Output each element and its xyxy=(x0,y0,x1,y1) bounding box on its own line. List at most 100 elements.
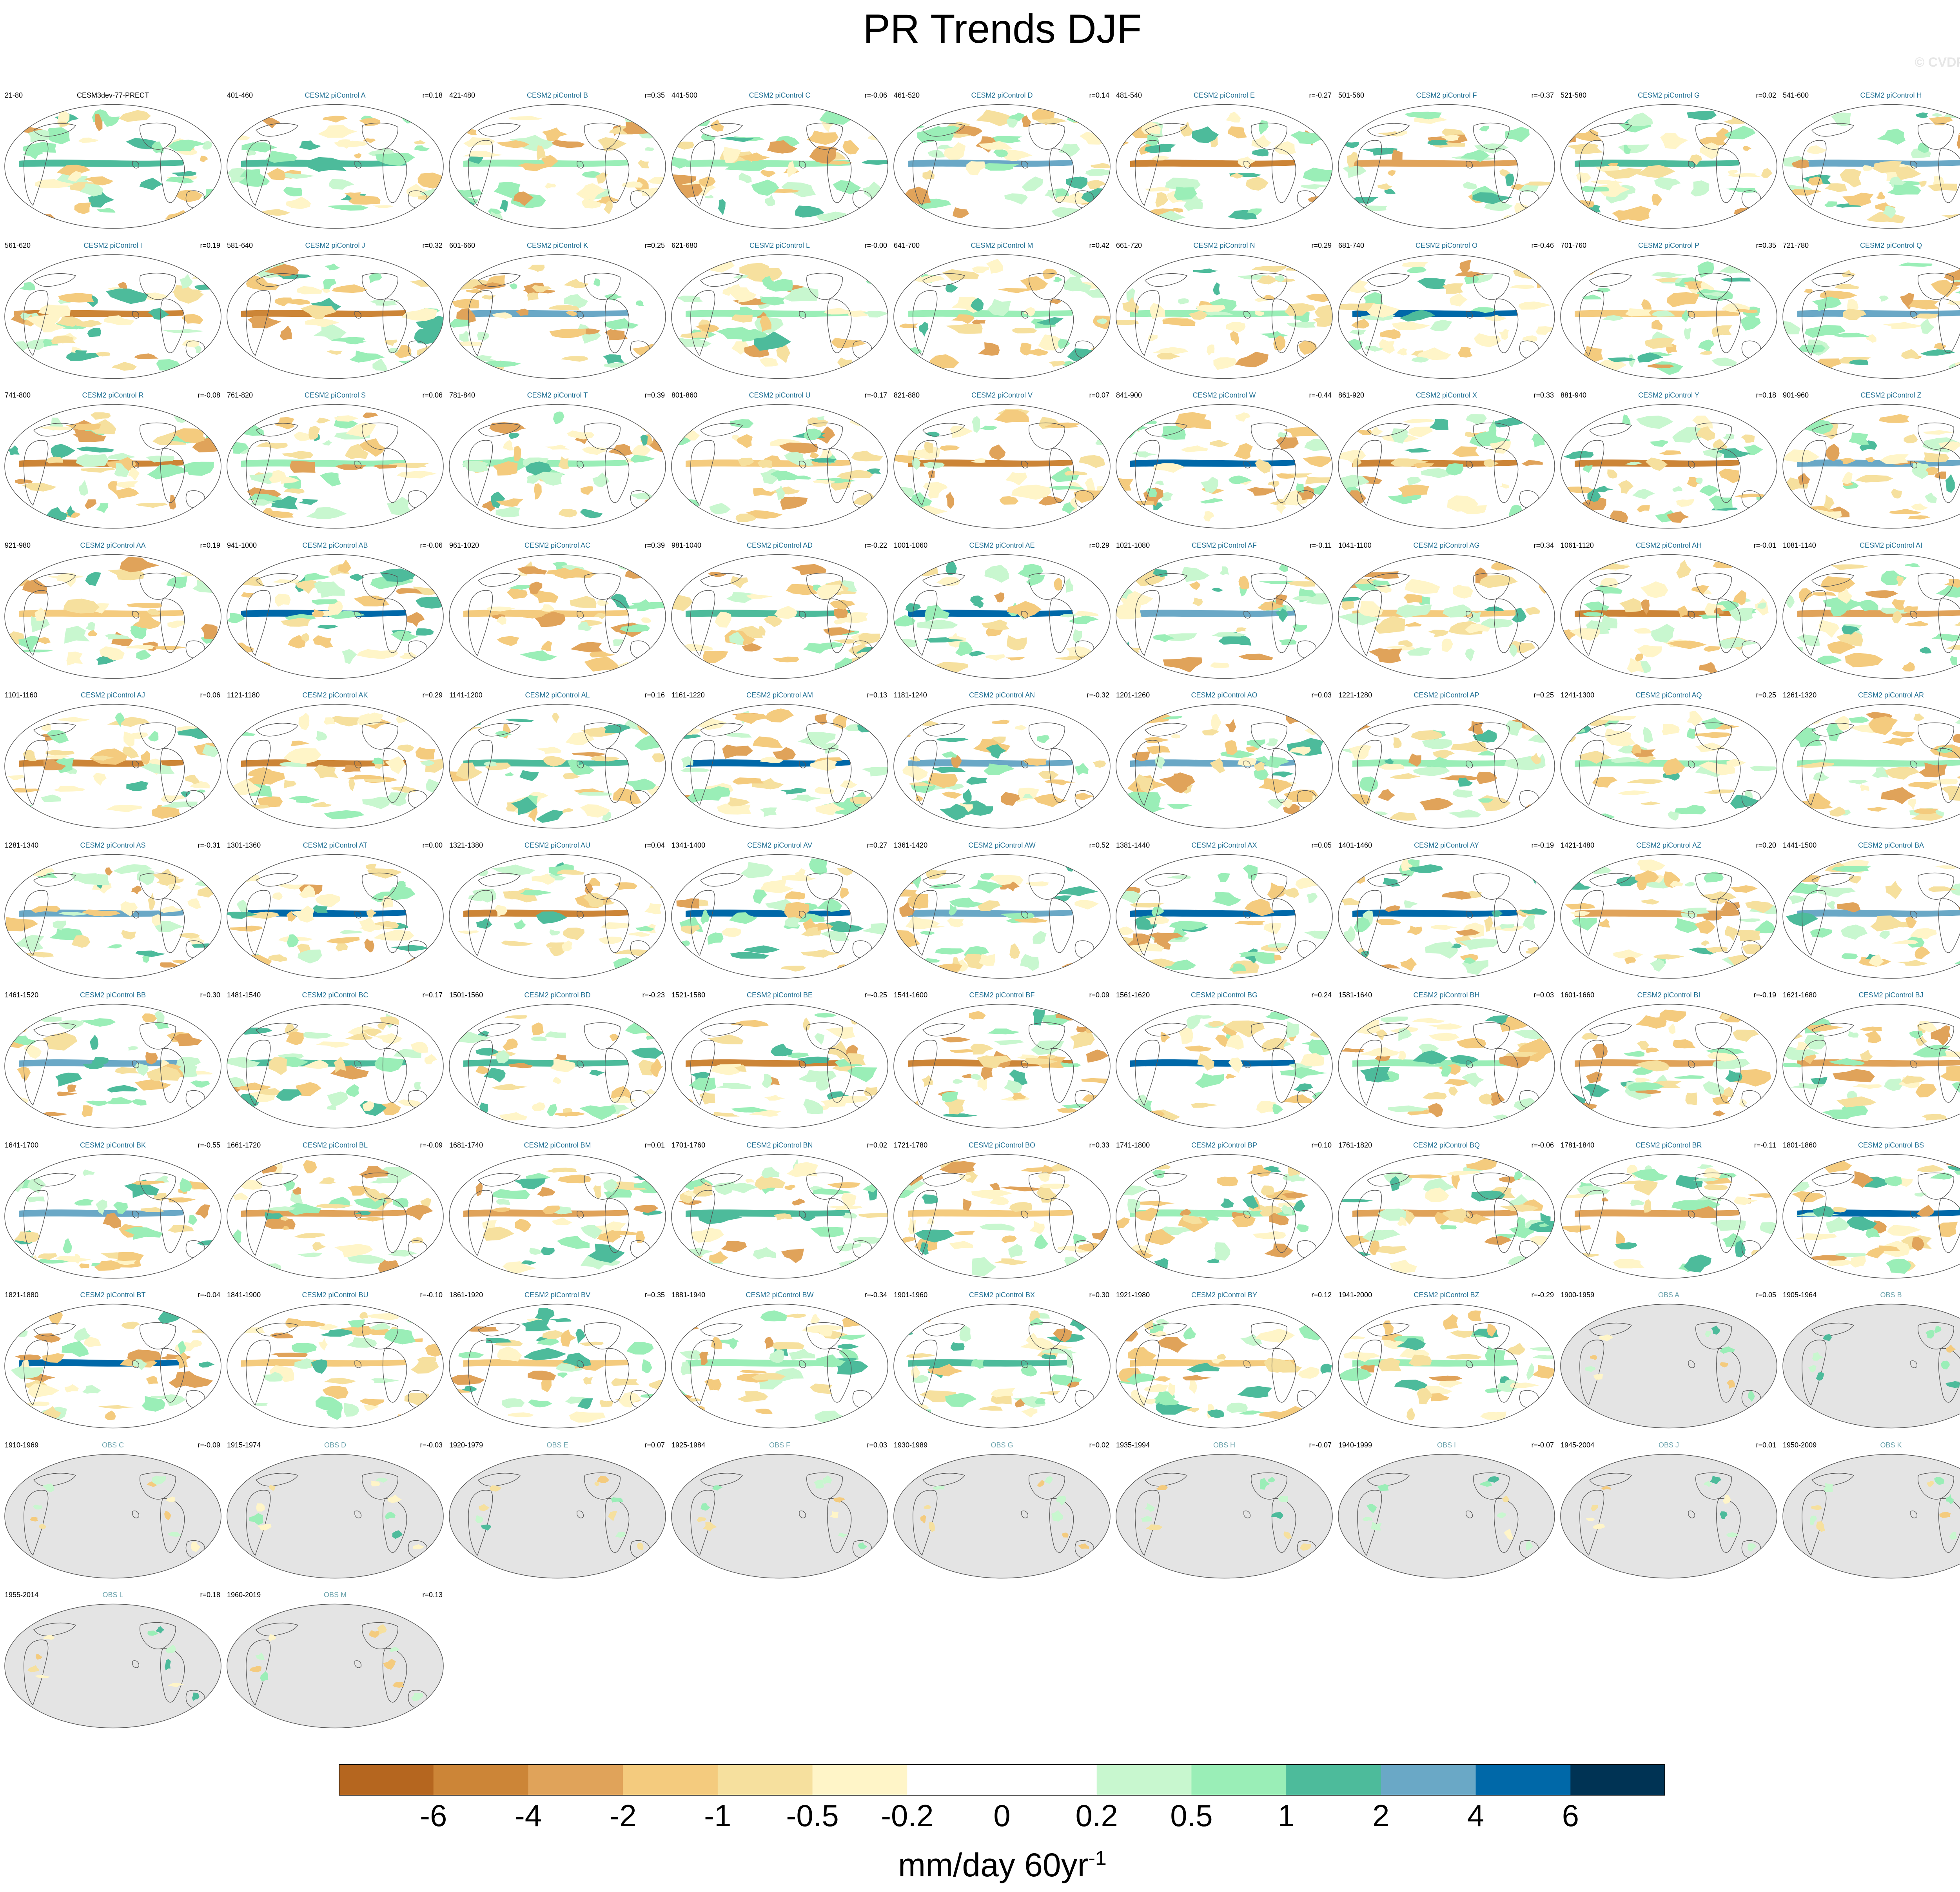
trend-patch xyxy=(362,1028,382,1037)
trend-patch xyxy=(1572,917,1597,931)
coastline xyxy=(806,1172,843,1200)
coastline xyxy=(1135,890,1160,956)
trend-patch xyxy=(259,513,294,518)
trend-patch xyxy=(504,1015,527,1019)
trend-patch xyxy=(76,320,102,327)
coastline xyxy=(1049,1198,1074,1253)
trend-patch xyxy=(641,708,666,725)
coastline xyxy=(1466,461,1473,468)
trend-patch xyxy=(43,1634,55,1640)
trend-patch xyxy=(619,1392,641,1408)
panel-years: 641-700 xyxy=(894,241,920,249)
trend-patch xyxy=(855,659,884,669)
trend-patch xyxy=(1624,1051,1645,1057)
panel-years: 1321-1380 xyxy=(449,841,483,849)
trend-patch xyxy=(280,325,292,340)
trend-patch xyxy=(1022,1058,1058,1065)
trend-patch xyxy=(1457,1037,1486,1049)
trend-patch xyxy=(1918,143,1929,153)
trend-patch xyxy=(1369,1240,1380,1255)
trend-patch xyxy=(1832,866,1871,872)
trend-patch xyxy=(483,1226,514,1241)
trend-patch xyxy=(271,496,298,510)
trend-patch xyxy=(497,636,520,646)
coastline xyxy=(806,1472,843,1500)
trend-patch xyxy=(1719,468,1740,483)
trend-patch xyxy=(626,1342,654,1355)
trend-patch xyxy=(302,1031,332,1039)
equatorial-band xyxy=(686,309,850,317)
coastline xyxy=(1910,1510,1917,1518)
trend-patch xyxy=(1953,621,1960,627)
trend-patch xyxy=(604,724,631,733)
trend-patch xyxy=(1490,417,1526,428)
trend-patch xyxy=(1748,1391,1755,1402)
trend-patch xyxy=(858,632,880,645)
map-svg xyxy=(893,404,1111,529)
trend-patch xyxy=(1505,173,1514,186)
trend-patch xyxy=(1532,1365,1555,1379)
coastline xyxy=(33,1622,76,1636)
trend-patch xyxy=(1599,715,1637,721)
trend-patch xyxy=(628,931,650,937)
trend-patch xyxy=(1848,780,1868,784)
panel-years: 1521-1580 xyxy=(671,991,706,999)
map-outline xyxy=(1116,554,1333,679)
trend-patch xyxy=(755,1409,773,1414)
trend-patch xyxy=(1398,640,1413,647)
coastline xyxy=(1357,290,1382,356)
trend-patch xyxy=(1717,1173,1737,1178)
coastline xyxy=(1494,148,1519,203)
trend-patch xyxy=(1261,1185,1274,1196)
colorbar-tick-label: -0.5 xyxy=(786,1798,839,1833)
coastline xyxy=(24,1189,49,1256)
trend-patch xyxy=(288,1202,321,1215)
trend-patch xyxy=(1866,1227,1880,1238)
trend-patch xyxy=(349,350,385,363)
coastline xyxy=(354,610,361,619)
trend-patch xyxy=(345,1033,373,1040)
trend-patch xyxy=(722,927,741,937)
trend-patch xyxy=(1810,928,1832,938)
trend-patch xyxy=(1500,1016,1531,1032)
map-background xyxy=(1561,1454,1777,1578)
coastline xyxy=(246,890,271,956)
coastline xyxy=(1579,1489,1604,1556)
panel-correlation: r=-0.06 xyxy=(420,541,443,549)
trend-patch xyxy=(1299,1543,1311,1551)
map-outline xyxy=(671,704,888,829)
map-outline xyxy=(449,1004,666,1129)
trend-patch xyxy=(286,911,296,922)
trend-patch xyxy=(1116,647,1142,653)
trend-patch xyxy=(318,1338,328,1351)
trend-patch xyxy=(911,458,921,470)
trend-patch xyxy=(1073,1233,1087,1244)
trend-patch xyxy=(297,943,311,956)
trend-patch xyxy=(549,329,586,338)
trend-patch xyxy=(501,1398,525,1409)
trend-patch xyxy=(593,278,601,287)
trend-patch xyxy=(1285,1021,1299,1038)
trend-patch xyxy=(566,310,577,316)
trend-patch xyxy=(155,646,186,650)
trend-patch xyxy=(562,940,573,951)
trend-patch xyxy=(803,429,821,440)
trend-patch xyxy=(374,930,414,941)
trend-patch xyxy=(1805,1024,1843,1032)
colorbar-tick-label: -2 xyxy=(609,1798,637,1833)
map-svg xyxy=(671,404,888,529)
trend-patch xyxy=(42,1032,78,1051)
trend-patch xyxy=(376,1477,388,1483)
coastline xyxy=(1271,748,1296,803)
trend-patch xyxy=(834,606,848,619)
trend-patch xyxy=(1784,806,1807,819)
coastline xyxy=(255,1622,299,1636)
trend-patch xyxy=(342,649,357,664)
trend-patch xyxy=(1703,789,1735,794)
trend-patch xyxy=(1347,108,1360,125)
map-outline xyxy=(1116,104,1333,229)
trend-patch xyxy=(34,607,46,621)
trend-patch xyxy=(1479,125,1490,132)
